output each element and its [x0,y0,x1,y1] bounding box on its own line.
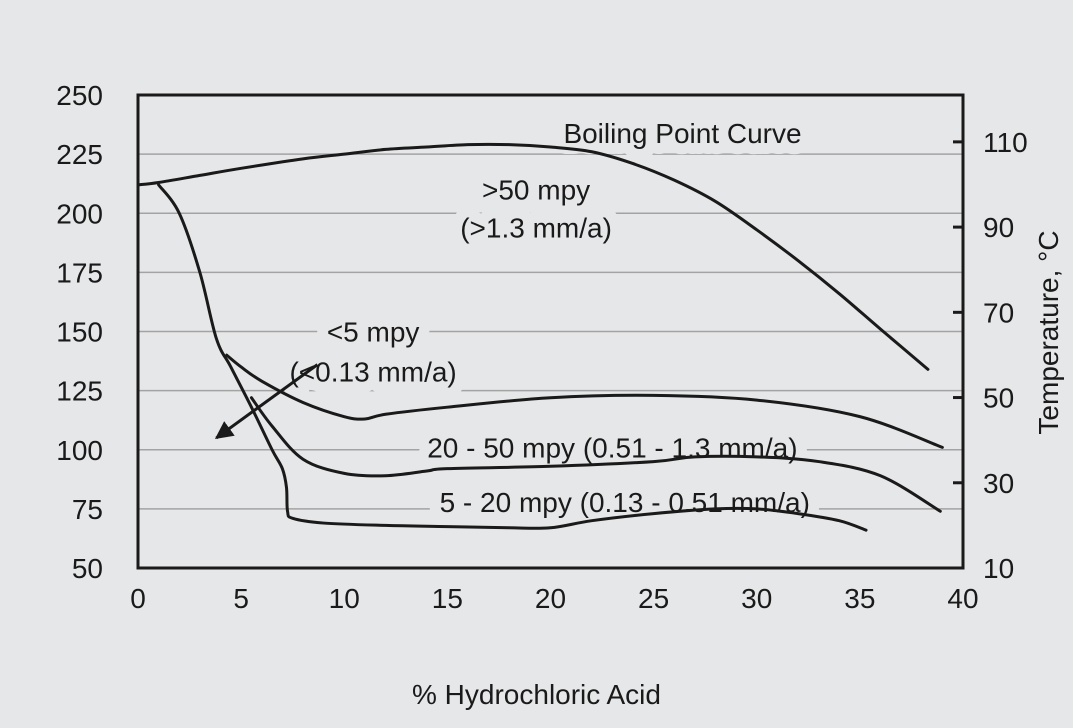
x-tick-label: 25 [638,583,669,614]
x-tick-label: 0 [130,583,146,614]
y2-tick-label: 10 [983,553,1014,584]
annotation-label: >50 mpy [482,175,590,206]
y2-axis-label: Temperature, °C [1033,230,1064,434]
annotation-label: <5 mpy [327,317,420,348]
y-tick-label: 225 [56,139,103,170]
y-tick-label: 75 [72,494,103,525]
y2-tick-label: 70 [983,297,1014,328]
x-tick-label: 30 [741,583,772,614]
y-axis-ticks: 50 75 100 125 150 175 200 225 250 [56,80,103,584]
iso-corrosion-curve-3 [225,353,944,449]
y-tick-label: 125 [56,376,103,407]
annotation-label: Boiling Point Curve [563,118,801,149]
y-tick-label: 250 [56,80,103,111]
plot-frame [136,93,965,570]
annotation-label: (<0.13 mm/a) [289,357,456,388]
annotation-label: (>1.3 mm/a) [460,212,612,243]
annotations: Boiling Point Curve >50 mpy (>1.3 mm/a) <5 … [278,107,820,529]
annotation-arrow [214,363,319,440]
annotation-label: 20 - 50 mpy (0.51 - 1.3 mm/a) [427,432,797,463]
boiling-point-curve [136,142,930,371]
y-tick-label: 150 [56,317,103,348]
x-tick-label: 5 [233,583,249,614]
y-tick-label: 200 [56,198,103,229]
y2-axis-ticks: 10 30 50 70 90 110 [953,127,1028,584]
grid-lines [138,153,963,510]
x-axis-ticks: 0 5 10 15 20 25 30 35 40 [130,583,978,614]
x-tick-label: 15 [432,583,463,614]
y-tick-label: 175 [56,257,103,288]
x-tick-label: 20 [535,583,566,614]
iso-corrosion-curve-1 [157,183,868,532]
y-tick-label: 50 [72,553,103,584]
y2-tick-label: 30 [983,468,1014,499]
iso-corrosion-curve-2 [249,396,942,513]
y2-tick-label: 50 [983,383,1014,414]
curves [136,142,944,532]
y2-tick-label: 90 [983,212,1014,243]
x-tick-label: 40 [947,583,978,614]
y2-tick-label: 110 [983,127,1028,158]
x-tick-label: 10 [329,583,360,614]
annotation-label: 5 - 20 mpy (0.13 - 0.51 mm/a) [440,487,810,518]
x-tick-label: 35 [844,583,875,614]
y-tick-label: 100 [56,435,103,466]
x-axis-label: % Hydrochloric Acid [412,679,661,710]
